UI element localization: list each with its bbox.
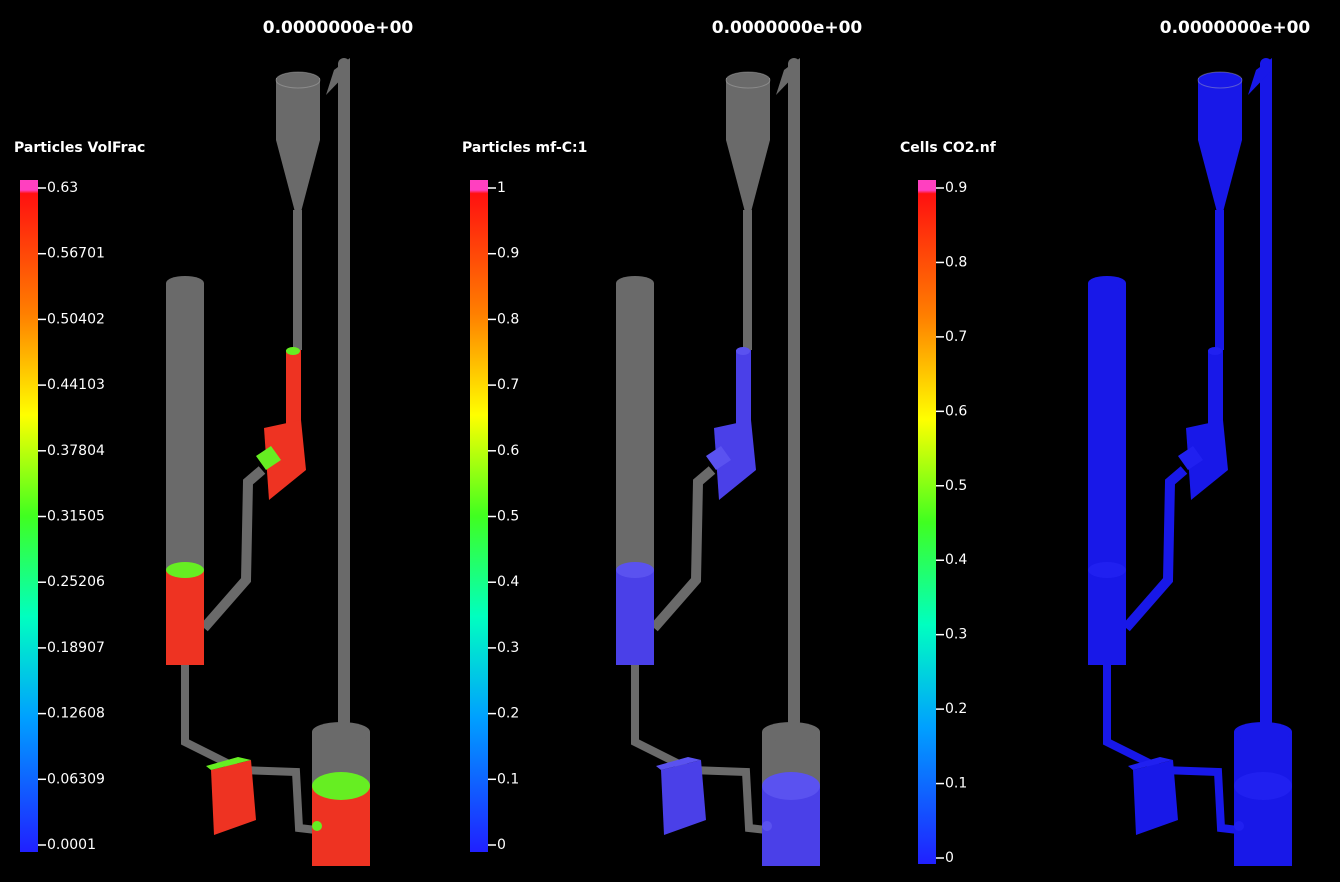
- colorbar-tick-label: 0.44103: [47, 377, 105, 393]
- scene: 0.0000000e+00 Particles VolFrac 0.63 0.5670…: [0, 0, 1340, 882]
- colorbar-tick-label: 0.1: [497, 771, 519, 787]
- time-label: 0.0000000e+00: [1160, 18, 1311, 38]
- colorbar-tick-label: 0.2: [497, 706, 519, 722]
- colorbar: [470, 180, 488, 852]
- colorbar-tick-label: 1: [497, 180, 506, 196]
- colorbar-tick-label: 0.1: [945, 776, 967, 792]
- colorbar-tick-label: 0.2: [945, 701, 967, 717]
- colorbar-tick-label: 0.3: [497, 640, 519, 656]
- colorbar-tick-label: 0.37804: [47, 443, 105, 459]
- colorbar-tick-label: 0.6: [945, 403, 967, 419]
- colorbar-tick-label: 0.7: [945, 329, 967, 345]
- colorbar-tick-label: 0.8: [945, 254, 967, 270]
- colorbar-tick-label: 0.9: [497, 246, 519, 262]
- colorbar-tick-label: 0.7: [497, 377, 519, 393]
- colorbar-tick-label: 0.5: [497, 509, 519, 525]
- colorbar-tick-label: 0.31505: [47, 509, 105, 525]
- colorbar-tick-label: 0.56701: [47, 246, 105, 262]
- colorbar-tick-label: 0.8: [497, 311, 519, 327]
- colorbar-tick-label: 0.5: [945, 478, 967, 494]
- colorbar-tick-label: 0.06309: [47, 771, 105, 787]
- reactor-render: [166, 58, 370, 866]
- colorbar: [20, 180, 38, 852]
- time-label: 0.0000000e+00: [712, 18, 863, 38]
- colorbar-tick-label: 0.12608: [47, 706, 105, 722]
- reactor-render: [616, 58, 820, 866]
- reactor-render: [1088, 58, 1292, 866]
- colorbar-title: Cells CO2.nf: [900, 140, 997, 156]
- colorbar-tick-label: 0.6: [497, 443, 519, 459]
- colorbar: [918, 180, 936, 864]
- colorbar-tick-label: 0.0001: [47, 837, 96, 853]
- colorbar-tick-label: 0.3: [945, 627, 967, 643]
- colorbar-tick-label: 0.18907: [47, 640, 105, 656]
- colorbar-tick-label: 0.9: [945, 180, 967, 196]
- time-label: 0.0000000e+00: [263, 18, 414, 38]
- colorbar-title: Particles mf-C:1: [462, 140, 587, 156]
- colorbar-tick-label: 0.4: [945, 552, 967, 568]
- colorbar-tick-label: 0.4: [497, 574, 519, 590]
- colorbar-tick-label: 0: [497, 837, 506, 853]
- page: 0.0000000e+00 Particles VolFrac 0.63 0.5670…: [0, 0, 1340, 882]
- colorbar-tick-label: 0.63: [47, 180, 78, 196]
- colorbar-tick-label: 0: [945, 850, 954, 866]
- colorbar-tick-label: 0.50402: [47, 311, 105, 327]
- colorbar-title: Particles VolFrac: [14, 140, 145, 156]
- colorbar-tick-label: 0.25206: [47, 574, 105, 590]
